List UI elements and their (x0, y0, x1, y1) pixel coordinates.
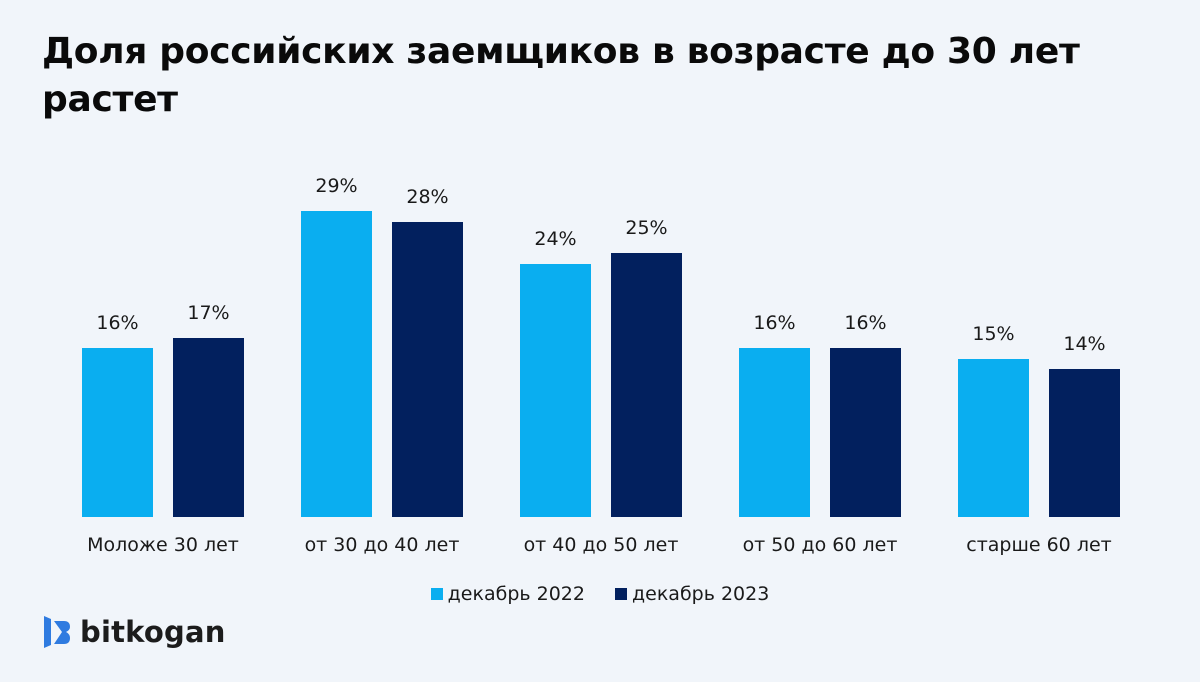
brand-name: bitkogan (80, 615, 226, 649)
value-label: 28% (406, 186, 449, 208)
value-label: 14% (1063, 333, 1106, 355)
value-label: 16% (96, 312, 139, 334)
value-label: 16% (844, 312, 887, 334)
value-label: 17% (187, 302, 230, 324)
bar-2023-group-1 (173, 338, 244, 517)
bar-2023-group-2 (392, 222, 463, 517)
value-label: 15% (972, 323, 1015, 345)
legend-swatch-2023 (615, 588, 627, 600)
bar-2022-group-4 (739, 348, 810, 517)
bar-2023-group-5 (1049, 369, 1120, 517)
bar-2022-group-1 (82, 348, 153, 517)
brand-logo: bitkogan (42, 614, 226, 650)
category-label: Моложе 30 лет (87, 534, 239, 556)
category-label: от 40 до 50 лет (523, 534, 679, 556)
bar-2022-group-5 (958, 359, 1029, 517)
bar-2023-group-3 (611, 253, 682, 517)
category-label: от 50 до 60 лет (742, 534, 898, 556)
chart-title: Доля российских заемщиков в возрасте до … (42, 31, 1080, 120)
bar-2022-group-2 (301, 211, 372, 517)
value-label: 24% (534, 228, 577, 250)
legend-item-2023: декабрь 2023 (615, 583, 769, 605)
legend-label-2023: декабрь 2023 (632, 583, 770, 605)
value-label: 25% (625, 217, 668, 239)
legend-label-2022: декабрь 2022 (447, 583, 585, 605)
value-label: 16% (753, 312, 796, 334)
bar-2022-group-3 (520, 264, 591, 517)
legend: декабрь 2022 декабрь 2023 (0, 583, 1200, 605)
category-label: старше 60 лет (966, 534, 1112, 556)
value-label: 29% (315, 175, 358, 197)
bar-2023-group-4 (830, 348, 901, 517)
legend-swatch-2022 (430, 588, 443, 600)
bitkogan-logo-icon (44, 616, 70, 648)
category-label: от 30 до 40 лет (304, 534, 460, 556)
legend-item-2022: декабрь 2022 (430, 583, 585, 605)
